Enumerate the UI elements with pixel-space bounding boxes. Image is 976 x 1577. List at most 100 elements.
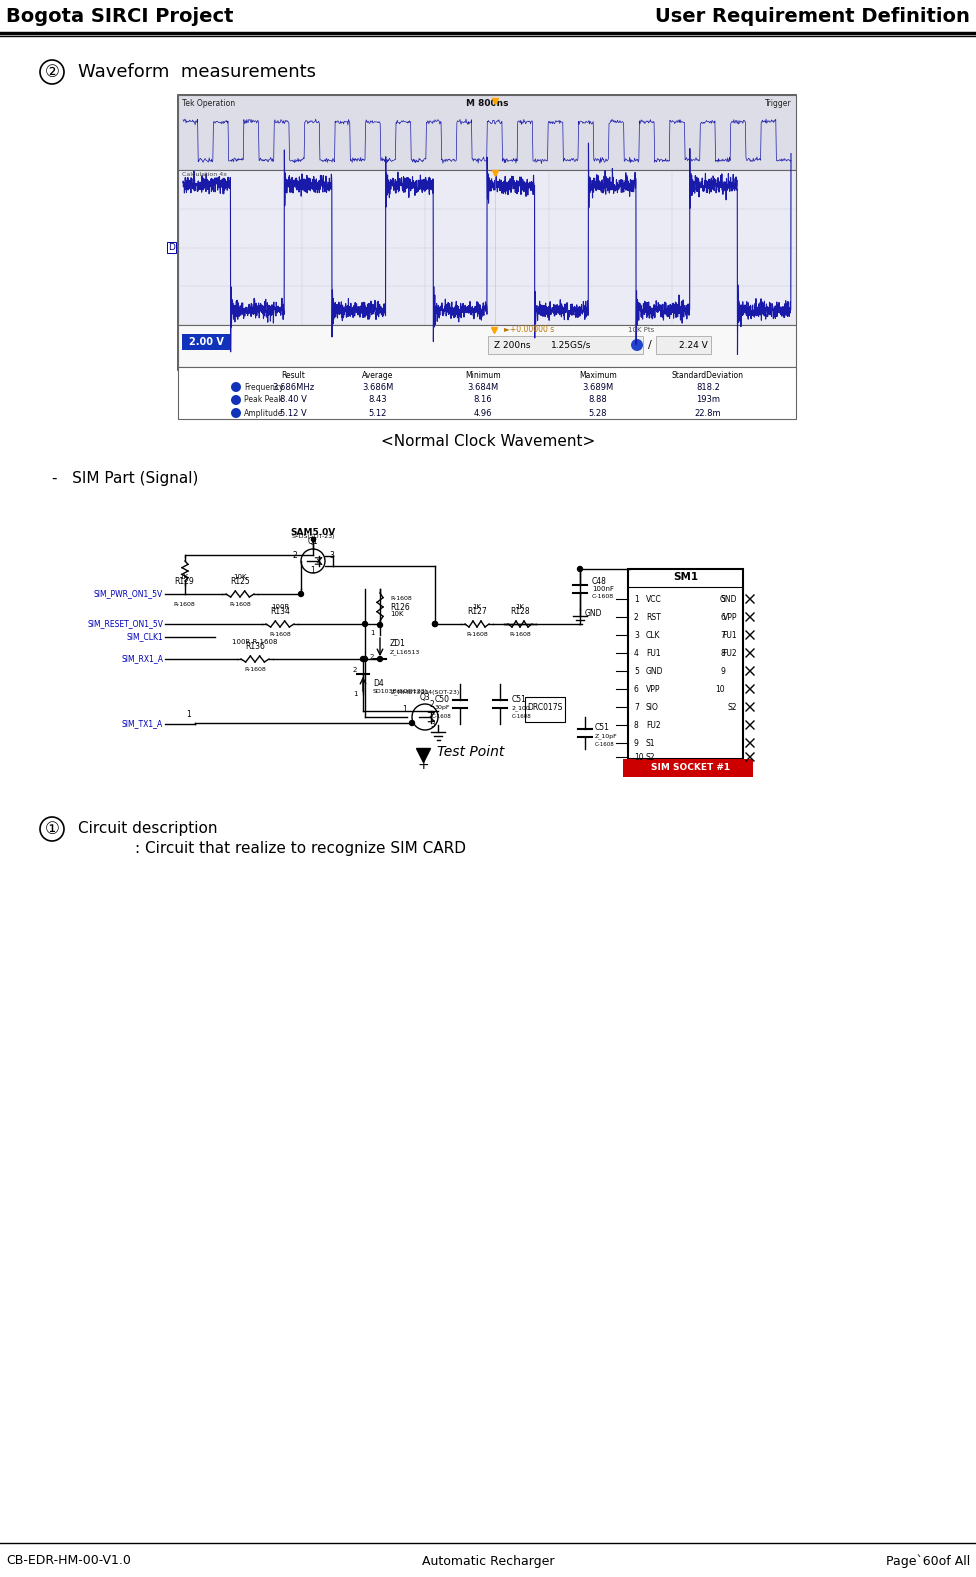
Text: SD103B(SOD123): SD103B(SOD123)	[373, 689, 428, 694]
Text: 2: 2	[370, 654, 374, 661]
Text: C51: C51	[512, 694, 527, 703]
Text: StandardDeviation: StandardDeviation	[672, 371, 744, 380]
Text: 2: 2	[352, 667, 357, 673]
Text: 3: 3	[329, 552, 334, 560]
Text: C48: C48	[592, 577, 607, 587]
Text: 10K: 10K	[233, 574, 247, 580]
Text: D: D	[168, 243, 175, 252]
Text: 2.24 V: 2.24 V	[679, 341, 708, 350]
Text: Automatic Recharger: Automatic Recharger	[422, 1555, 554, 1568]
Text: 5: 5	[634, 667, 639, 675]
Text: R136: R136	[245, 642, 264, 651]
Text: CB-EDR-HM-00-V1.0: CB-EDR-HM-00-V1.0	[6, 1555, 131, 1568]
Text: -   SIM Part (Signal): - SIM Part (Signal)	[52, 472, 198, 486]
Circle shape	[432, 621, 437, 626]
Text: 10K Pts: 10K Pts	[628, 326, 654, 333]
Text: 8.88: 8.88	[589, 396, 607, 404]
Text: SIM_TX1_A: SIM_TX1_A	[122, 719, 163, 729]
Circle shape	[231, 382, 241, 393]
Text: 3.686MHz: 3.686MHz	[272, 383, 314, 391]
Text: 1: 1	[352, 691, 357, 697]
Text: VCC: VCC	[646, 595, 662, 604]
Text: SAM5.0V: SAM5.0V	[291, 528, 336, 538]
Text: 2: 2	[292, 552, 297, 560]
Bar	[182, 334, 230, 350]
Text: 1K: 1K	[180, 574, 188, 580]
Text: R129: R129	[174, 577, 194, 587]
Text: ZD1: ZD1	[390, 640, 406, 648]
Text: R125: R125	[230, 577, 250, 587]
Text: 2: 2	[430, 700, 434, 710]
Text: S1: S1	[646, 738, 656, 747]
Text: : Circuit that realize to recognize SIM CARD: : Circuit that realize to recognize SIM …	[135, 842, 466, 856]
Text: Z 200ns: Z 200ns	[494, 341, 531, 350]
Bar	[178, 95, 796, 170]
Text: 3.689M: 3.689M	[583, 383, 614, 391]
Text: C-1608: C-1608	[592, 595, 614, 599]
Text: Q3: Q3	[420, 692, 430, 702]
Text: CLK: CLK	[646, 631, 661, 640]
Text: GND: GND	[585, 609, 602, 618]
Text: R-1608: R-1608	[173, 602, 195, 607]
Text: 3: 3	[430, 721, 435, 729]
Circle shape	[432, 621, 437, 626]
Text: S2: S2	[727, 702, 737, 711]
Text: 10: 10	[634, 752, 643, 762]
Text: GND: GND	[646, 667, 664, 675]
Text: Tek Operation: Tek Operation	[182, 99, 235, 107]
Text: Q1: Q1	[307, 538, 318, 546]
Bar	[488, 336, 643, 353]
Bar	[178, 325, 796, 367]
Text: VPP: VPP	[646, 684, 661, 694]
Text: 2: 2	[634, 612, 638, 621]
Text: C51: C51	[595, 724, 610, 732]
Text: R-1608: R-1608	[229, 602, 251, 607]
Bar	[628, 569, 743, 759]
Text: 8.43: 8.43	[369, 396, 387, 404]
Text: C-1608: C-1608	[432, 713, 452, 719]
Text: 10K: 10K	[390, 610, 403, 617]
Text: R-1608: R-1608	[244, 667, 265, 672]
Text: 2.00 V: 2.00 V	[188, 337, 224, 347]
Text: FU1: FU1	[722, 631, 737, 640]
Text: R-1608: R-1608	[269, 632, 291, 637]
Text: R-1608: R-1608	[467, 632, 488, 637]
Circle shape	[231, 394, 241, 405]
Circle shape	[578, 566, 583, 571]
Text: SIM_RESET_ON1_5V: SIM_RESET_ON1_5V	[87, 620, 163, 629]
Text: SIM_PWR_ON1_5V: SIM_PWR_ON1_5V	[94, 590, 163, 599]
Text: 193m: 193m	[696, 396, 720, 404]
Text: 1: 1	[310, 566, 315, 576]
Text: R-1608: R-1608	[390, 596, 412, 601]
Text: 9: 9	[720, 667, 725, 675]
Bar	[525, 697, 565, 722]
Text: SIO: SIO	[646, 702, 659, 711]
Text: Result: Result	[281, 371, 305, 380]
Text: Test Point: Test Point	[437, 744, 505, 759]
Text: Calculation 4x: Calculation 4x	[182, 172, 227, 177]
Text: R126: R126	[390, 602, 410, 612]
Text: C-1608: C-1608	[595, 741, 615, 746]
Text: Peak Peak: Peak Peak	[244, 396, 283, 404]
Text: SM1: SM1	[672, 572, 698, 582]
Text: 8: 8	[634, 721, 638, 730]
Text: Average: Average	[362, 371, 393, 380]
Text: ①: ①	[45, 820, 60, 837]
Bar	[178, 170, 796, 325]
Circle shape	[360, 656, 365, 661]
Bar	[178, 95, 796, 371]
Text: 10: 10	[715, 684, 725, 694]
Text: GND: GND	[719, 595, 737, 604]
Bar	[178, 367, 796, 419]
Text: ②: ②	[45, 63, 60, 80]
Text: 100nF: 100nF	[592, 587, 614, 591]
Text: S⌁DS(SOT-23): S⌁DS(SOT-23)	[291, 535, 335, 539]
Text: VPP: VPP	[722, 612, 737, 621]
Text: Bogota SIRCI Project: Bogota SIRCI Project	[6, 8, 233, 27]
Text: 1K: 1K	[515, 604, 524, 610]
Text: SIM_CLK1: SIM_CLK1	[126, 632, 163, 642]
Text: 5.28: 5.28	[589, 408, 607, 418]
Text: 8: 8	[720, 648, 725, 658]
Text: R127: R127	[468, 607, 487, 617]
Text: S2: S2	[646, 752, 656, 762]
